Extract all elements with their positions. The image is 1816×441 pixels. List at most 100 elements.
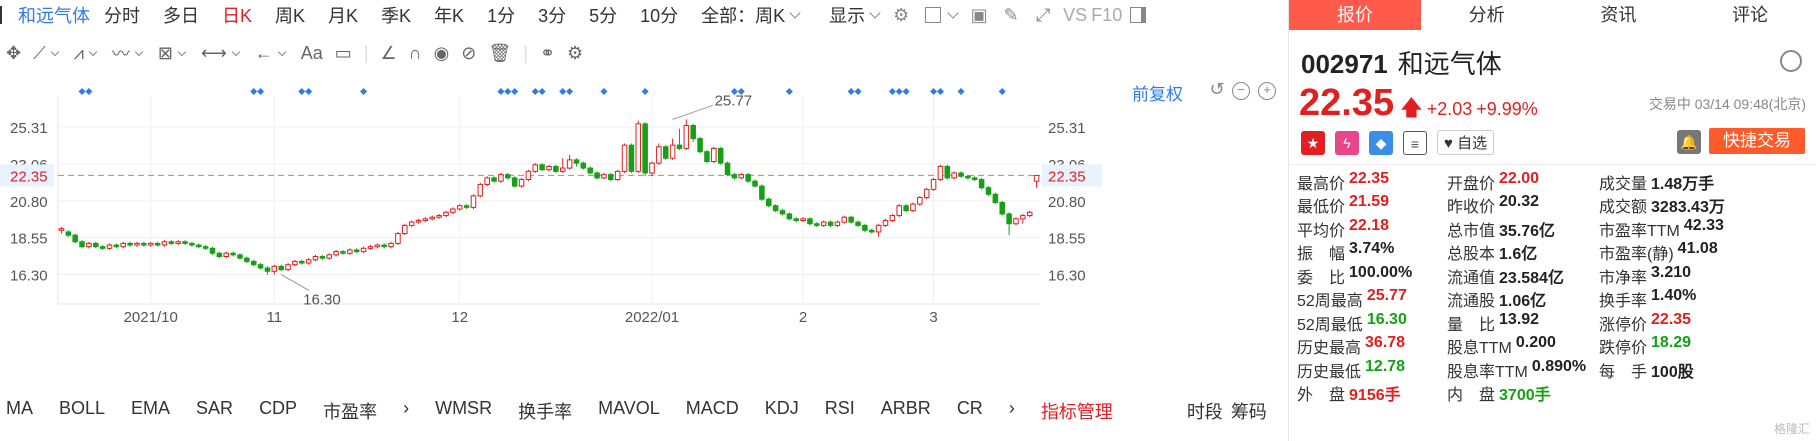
period-tab[interactable]: 分时 bbox=[104, 6, 140, 26]
candle-body bbox=[99, 246, 106, 249]
magnet-icon[interactable]: ∩ bbox=[408, 42, 422, 63]
period-tab[interactable]: 日K bbox=[222, 6, 253, 26]
quote-tab[interactable]: 报价 bbox=[1289, 0, 1421, 30]
add-favorite-button[interactable]: ♥ 自选 bbox=[1437, 130, 1495, 155]
indicator-tab[interactable]: EMA bbox=[131, 398, 171, 418]
price-line: 22.35 🡅 +2.03 +9.99% bbox=[1299, 82, 1538, 129]
drawing-toolbar: ✥ ⟋ ⩘ 〰 ⊠ ⟷ ← Aa ▭ | ∠ ∩ ◉ ⊘ 🗑 | ⚭ ⚙ bbox=[0, 36, 1286, 70]
text-tool-icon[interactable]: Aa bbox=[300, 42, 323, 63]
candle-body bbox=[978, 179, 985, 189]
stock-brand-link[interactable]: 和远气体 bbox=[18, 6, 90, 26]
quote-cell: 市盈率(静) 41.08 bbox=[1599, 240, 1769, 264]
tag-icon[interactable]: ◆ bbox=[1369, 130, 1393, 155]
indicator-tab[interactable]: BOLL bbox=[59, 398, 106, 418]
note-icon[interactable]: ≡ bbox=[1403, 130, 1427, 155]
quote-label: 内 盘 bbox=[1447, 387, 1496, 405]
trash-icon[interactable]: 🗑 bbox=[488, 42, 512, 63]
candle-body bbox=[134, 242, 140, 246]
indicator-tab[interactable]: ARBR bbox=[880, 398, 931, 418]
indicator-tab[interactable]: MACD bbox=[685, 398, 739, 418]
indicator-tab[interactable]: 换手率 bbox=[518, 402, 573, 422]
range-select-label: 全部：周K bbox=[701, 6, 786, 26]
compare-button[interactable]: VS bbox=[1063, 4, 1088, 25]
period-tab[interactable]: 月K bbox=[328, 6, 359, 26]
period-tab[interactable]: 1分 bbox=[487, 6, 516, 26]
period-tab[interactable]: 多日 bbox=[163, 6, 199, 26]
period-tab[interactable]: 周K bbox=[275, 6, 306, 26]
candle-body bbox=[381, 244, 387, 248]
quote-tab[interactable]: 评论 bbox=[1732, 5, 1769, 25]
quote-tab[interactable]: 分析 bbox=[1468, 5, 1505, 25]
fullscreen-icon[interactable]: ⤢ bbox=[1035, 4, 1051, 25]
candle-body bbox=[429, 216, 436, 220]
indicator-tab[interactable]: CDP bbox=[259, 398, 298, 418]
indicator-tab[interactable]: WMSR bbox=[435, 398, 493, 418]
indicator-tab[interactable]: CR bbox=[956, 398, 983, 418]
kline-chart[interactable]: 25.3125.3123.0623.0620.8020.8018.5518.55… bbox=[0, 76, 1286, 396]
gear-icon[interactable]: ⚙ bbox=[567, 42, 584, 63]
bell-icon[interactable]: 🔔 bbox=[1677, 130, 1701, 154]
adjust-mode-button[interactable]: 前复权 bbox=[1132, 85, 1183, 104]
quote-value: 100.00% bbox=[1349, 263, 1413, 281]
candle-body bbox=[223, 252, 230, 258]
quote-cell: 内 盘 3700手 bbox=[1447, 381, 1599, 405]
connect-icon[interactable]: ϟ bbox=[1335, 130, 1359, 155]
indicator-tab[interactable]: KDJ bbox=[764, 398, 799, 418]
display-menu[interactable]: 显示 bbox=[829, 2, 885, 28]
signal-marker bbox=[998, 88, 1006, 95]
period-tabs: 分时 多日 日K 周K 月K 季K 年K 1分 3分 5分 10分 bbox=[104, 2, 701, 28]
fibonacci-tool-icon[interactable]: ⊠ bbox=[158, 43, 189, 64]
zoom-out-icon[interactable]: − bbox=[1232, 82, 1250, 100]
gear-icon[interactable] bbox=[1780, 50, 1802, 72]
sidebar-toggle-icon[interactable] bbox=[1126, 3, 1150, 27]
chevron-right-icon[interactable]: › bbox=[1008, 398, 1015, 418]
range-tool-icon[interactable]: ⟷ bbox=[201, 43, 243, 64]
indicator-tab[interactable]: MAVOL bbox=[598, 398, 660, 418]
arrow-tool-icon[interactable]: ← bbox=[255, 43, 289, 64]
eye-icon[interactable]: ◉ bbox=[433, 42, 450, 63]
settings-icon[interactable]: ⚙ bbox=[893, 4, 910, 25]
low-annotation-line bbox=[280, 274, 310, 291]
quote-row: 最低价 21.59 昨收价 20.32 成交额 3283.43万 bbox=[1297, 193, 1816, 218]
indicator-tab[interactable]: SAR bbox=[196, 398, 234, 418]
signal-marker bbox=[730, 88, 738, 95]
period-tab[interactable]: 3分 bbox=[538, 6, 567, 26]
link-icon[interactable]: ⚭ bbox=[539, 42, 556, 63]
period-tab[interactable]: 年K bbox=[434, 6, 465, 26]
f10-button[interactable]: F10 bbox=[1091, 4, 1123, 25]
wave-tool-icon[interactable]: 〰 bbox=[112, 40, 146, 66]
zoom-in-icon[interactable]: + bbox=[1258, 82, 1276, 100]
signal-marker bbox=[902, 88, 910, 95]
extra-tab[interactable]: 时段 bbox=[1186, 402, 1223, 422]
indicator-tab[interactable]: RSI bbox=[824, 398, 855, 418]
chart-type-icon[interactable] bbox=[921, 3, 945, 27]
fast-trade-button[interactable]: 快捷交易 bbox=[1709, 128, 1805, 154]
extra-tab[interactable]: 筹码 bbox=[1230, 402, 1267, 422]
pencil-icon[interactable]: ✎ bbox=[1003, 4, 1019, 25]
indicator-tab[interactable]: 市盈率 bbox=[323, 402, 378, 422]
period-tab[interactable]: 5分 bbox=[589, 6, 618, 26]
chevron-down-icon[interactable] bbox=[947, 7, 959, 19]
channel-tool-icon[interactable]: ⩘ bbox=[74, 43, 100, 64]
line-tool-icon[interactable]: ⟋ bbox=[33, 43, 62, 64]
quote-cell: 最高价 22.35 bbox=[1297, 170, 1447, 194]
candle-body bbox=[779, 210, 786, 215]
comment-tool-icon[interactable]: ▭ bbox=[334, 42, 352, 63]
china-flag-icon: ★ bbox=[1301, 130, 1325, 155]
range-select[interactable]: 全部：周K bbox=[701, 2, 805, 28]
move-icon[interactable]: ✥ bbox=[6, 42, 22, 63]
candle-body bbox=[594, 172, 600, 179]
signal-marker bbox=[957, 88, 965, 95]
quote-tab[interactable]: 资讯 bbox=[1600, 5, 1637, 25]
indicator-tab[interactable]: MA bbox=[6, 398, 33, 418]
camera-icon[interactable]: ▣ bbox=[970, 4, 988, 25]
angle-tool-icon[interactable]: ∠ bbox=[380, 42, 397, 63]
period-tab[interactable]: 季K bbox=[381, 6, 412, 26]
candle-body bbox=[491, 177, 497, 182]
indicator-manage-button[interactable]: 指标管理 bbox=[1040, 402, 1113, 422]
chevron-right-icon[interactable]: › bbox=[403, 398, 410, 418]
reset-icon[interactable]: ↺ bbox=[1209, 79, 1225, 99]
hide-icon[interactable]: ⊘ bbox=[461, 42, 477, 63]
period-tab[interactable]: 10分 bbox=[640, 6, 679, 26]
candle-body bbox=[635, 123, 642, 172]
